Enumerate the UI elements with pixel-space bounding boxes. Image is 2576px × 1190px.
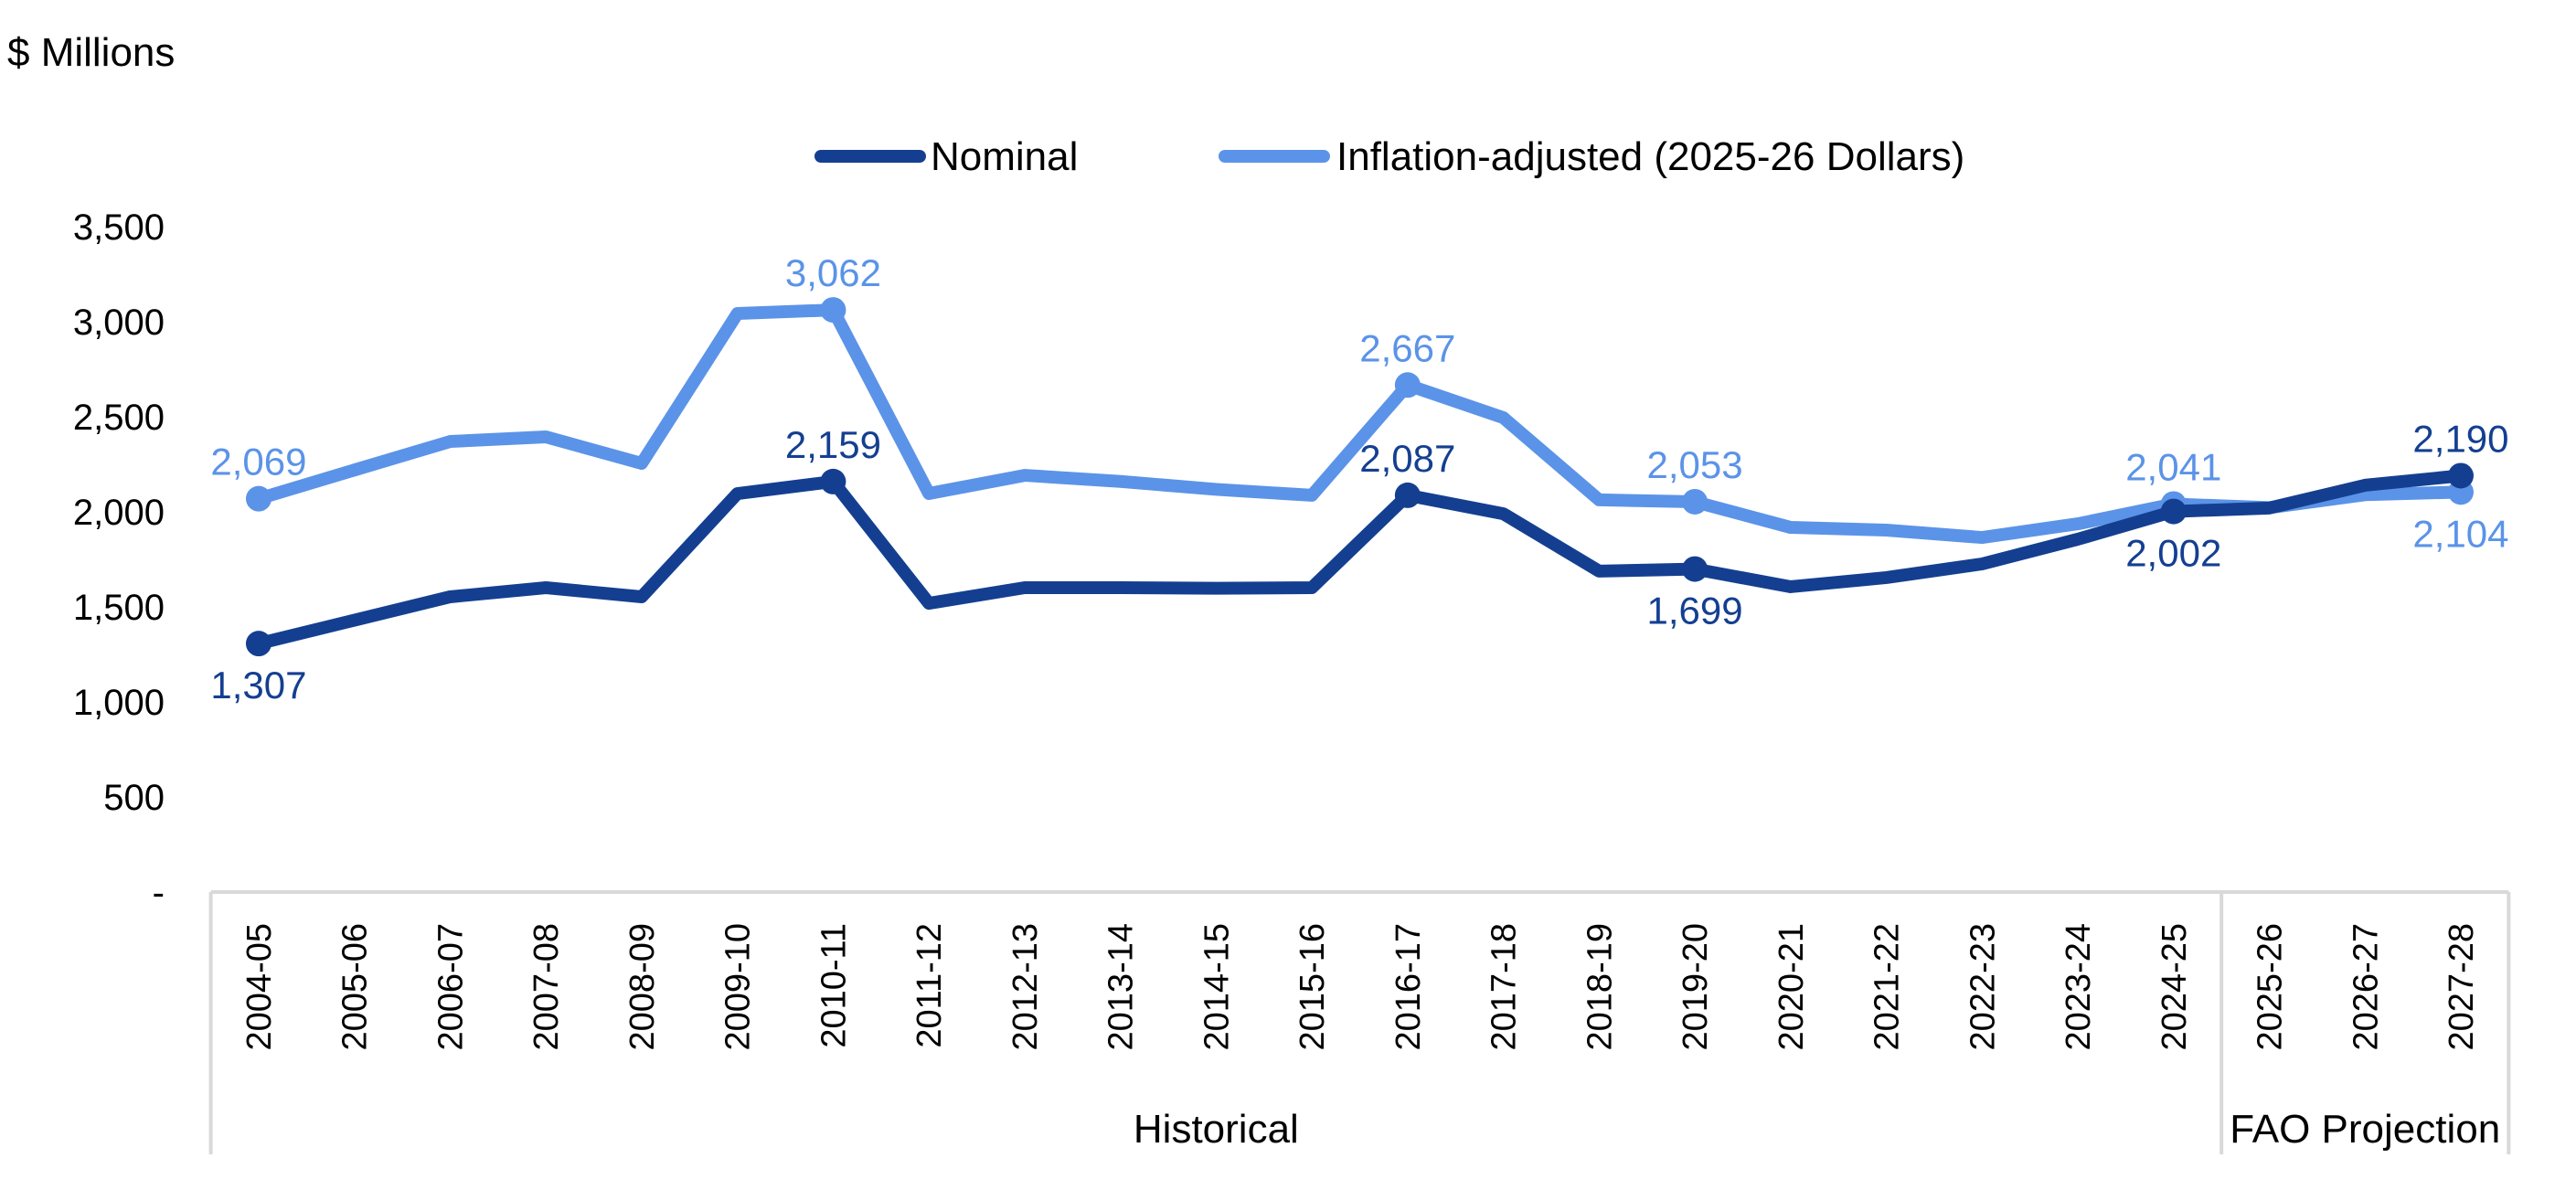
data-label: 2,053	[1647, 443, 1743, 486]
x-tick-label: 2008-09	[623, 923, 662, 1050]
data-point-marker	[1394, 372, 1421, 398]
data-label: 3,062	[785, 251, 881, 294]
x-tick-label: 2017-18	[1485, 923, 1524, 1050]
data-label: 1,307	[210, 664, 306, 707]
data-point-marker	[820, 468, 846, 494]
x-tick-label: 2024-25	[2156, 923, 2194, 1050]
y-axis-ticks: - 500 1,000 1,500 2,000 2,500 3,000 3,500	[73, 207, 165, 913]
x-tick-label: 2016-17	[1389, 923, 1428, 1050]
data-label: 2,159	[785, 423, 881, 466]
x-tick-label: 2005-06	[336, 923, 375, 1050]
x-tick-label: 2018-19	[1581, 923, 1619, 1050]
data-label: 2,104	[2412, 512, 2508, 555]
group-label-fao-projection: FAO Projection	[2230, 1107, 2500, 1152]
y-tick-label: -	[153, 873, 165, 913]
data-point-marker	[245, 485, 271, 512]
data-label: 2,069	[210, 441, 306, 483]
x-tick-label: 2011-12	[910, 923, 949, 1048]
x-tick-label: 2006-07	[431, 923, 470, 1050]
x-tick-label: 2014-15	[1198, 923, 1236, 1050]
x-tick-label: 2026-27	[2347, 923, 2385, 1050]
data-label: 2,002	[2125, 532, 2221, 575]
x-tick-label: 2025-26	[2251, 923, 2290, 1050]
y-tick-label: 3,000	[73, 303, 165, 343]
x-tick-label: 2019-20	[1677, 923, 1715, 1050]
legend-item-nominal[interactable]: Nominal	[814, 134, 1078, 179]
x-tick-label: 2015-16	[1293, 923, 1332, 1050]
y-tick-label: 2,000	[73, 493, 165, 533]
x-axis: Historical FAO Projection 2004-05 2005-06 20…	[208, 890, 2511, 1154]
group-label-historical: Historical	[1134, 1107, 1299, 1152]
x-tick-label: 2020-21	[1772, 923, 1811, 1050]
legend-label-inflation-adjusted: Inflation-adjusted (2025-26 Dollars)	[1336, 134, 1964, 179]
y-tick-label: 1,000	[73, 683, 165, 723]
y-tick-label: 1,500	[73, 588, 165, 628]
x-tick-label: 2009-10	[719, 923, 758, 1050]
data-label: 2,087	[1359, 437, 1455, 480]
x-tick-label: 2023-24	[2060, 923, 2098, 1050]
data-label: 2,667	[1359, 326, 1455, 369]
x-tick-label: 2022-23	[1964, 923, 2002, 1050]
y-tick-label: 3,500	[73, 207, 165, 248]
data-label: 2,041	[2125, 445, 2221, 488]
x-tick-label: 2027-28	[2443, 923, 2481, 1050]
series-layer	[245, 297, 2474, 657]
data-point-marker	[1682, 488, 1708, 515]
y-tick-label: 500	[103, 778, 165, 818]
x-tick-label: 2010-11	[814, 923, 853, 1048]
x-tick-label: 2007-08	[527, 923, 566, 1050]
x-tick-label: 2013-14	[1102, 923, 1141, 1050]
data-point-marker	[1682, 556, 1708, 582]
y-axis-unit-label: $ Millions	[7, 30, 175, 75]
x-tick-label: 2004-05	[240, 923, 279, 1050]
y-tick-label: 2,500	[73, 398, 165, 438]
data-label: 1,699	[1647, 590, 1743, 632]
data-point-marker	[1394, 482, 1421, 508]
legend-label-nominal: Nominal	[931, 134, 1078, 179]
series-line-nominal	[251, 469, 2467, 651]
legend: Nominal Inflation-adjusted (2025-26 Doll…	[814, 134, 1964, 179]
data-point-marker	[820, 297, 846, 324]
data-point-marker	[2447, 462, 2474, 489]
x-tick-label: 2012-13	[1006, 923, 1045, 1050]
data-point-marker	[245, 631, 271, 657]
data-point-marker	[2160, 498, 2187, 525]
data-label: 2,190	[2412, 417, 2508, 460]
x-tick-label: 2021-22	[1868, 923, 1907, 1050]
data-labels: 2,069 3,062 2,667 2,053 2,041 2,104 1,307 2,159…	[210, 251, 2508, 707]
legend-item-inflation-adjusted[interactable]: Inflation-adjusted (2025-26 Dollars)	[1219, 134, 1964, 179]
series-line-inflation-adjusted-2025-26-dollars	[251, 303, 2467, 545]
